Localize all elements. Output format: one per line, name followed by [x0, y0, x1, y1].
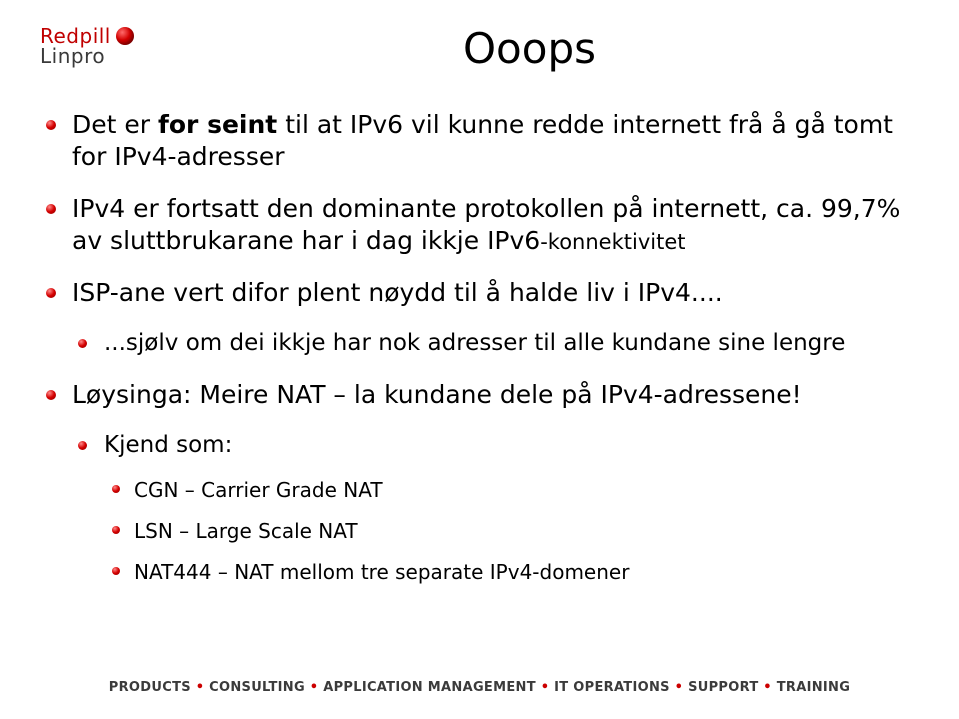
footer-item: APPLICATION MANAGEMENT	[323, 680, 536, 695]
logo-dot-icon	[116, 27, 134, 45]
list-item: Kjend som: CGN – Carrier Grade NAT LSN – L…	[72, 431, 919, 586]
text-run: ...sjølv om dei ikkje har nok adresser t…	[104, 330, 845, 356]
text-run: LSN – Large Scale NAT	[134, 519, 358, 543]
list-item: NAT444 – NAT mellom tre separate IPv4-do…	[104, 559, 919, 586]
bullet-list-level-2: Kjend som: CGN – Carrier Grade NAT LSN – L…	[72, 431, 919, 586]
slide-content: Det er for seint til at IPv6 vil kunne r…	[40, 109, 919, 586]
footer-item: CONSULTING	[209, 680, 305, 695]
footer-item: PRODUCTS	[109, 680, 191, 695]
footer-tagline: PRODUCTS • CONSULTING • APPLICATION MANA…	[0, 680, 959, 695]
text-run: NAT444 – NAT mellom tre separate IPv4-do…	[134, 560, 629, 584]
list-item: Det er for seint til at IPv6 vil kunne r…	[44, 109, 919, 173]
text-run: IPv4 er fortsatt den dominante protokoll…	[72, 194, 900, 255]
bullet-list: Det er for seint til at IPv6 vil kunne r…	[44, 109, 919, 586]
list-item: ...sjølv om dei ikkje har nok adresser t…	[72, 329, 919, 359]
footer-separator: •	[670, 680, 688, 695]
list-item: Løysinga: Meire NAT – la kundane dele på…	[44, 379, 919, 586]
text-run: Kjend som:	[104, 432, 232, 458]
slide-title: Ooops	[140, 18, 919, 101]
list-item: LSN – Large Scale NAT	[104, 518, 919, 545]
text-run: ISP-ane vert difor plent nøydd til å hal…	[72, 278, 723, 307]
footer-item: TRAINING	[777, 680, 850, 695]
bullet-list-level-2: ...sjølv om dei ikkje har nok adresser t…	[72, 329, 919, 359]
list-item: IPv4 er fortsatt den dominante protokoll…	[44, 193, 919, 257]
text-run: CGN – Carrier Grade NAT	[134, 478, 383, 502]
text-run: Løysinga: Meire NAT – la kundane dele på…	[72, 380, 802, 409]
text-run: for seint	[158, 110, 277, 139]
footer-separator: •	[305, 680, 323, 695]
footer-item: IT OPERATIONS	[554, 680, 670, 695]
footer-separator: •	[758, 680, 776, 695]
company-logo: Redpill Linpro	[40, 24, 180, 68]
list-item: ISP-ane vert difor plent nøydd til å hal…	[44, 277, 919, 359]
footer-item: SUPPORT	[688, 680, 758, 695]
slide: Redpill Linpro Ooops Det er for seint ti…	[0, 0, 959, 719]
footer-separator: •	[536, 680, 554, 695]
text-run: -konnektivitet	[540, 230, 685, 254]
footer-separator: •	[191, 680, 209, 695]
bullet-list-level-3: CGN – Carrier Grade NAT LSN – Large Scale…	[104, 477, 919, 586]
text-run: Det er	[72, 110, 158, 139]
list-item: CGN – Carrier Grade NAT	[104, 477, 919, 504]
